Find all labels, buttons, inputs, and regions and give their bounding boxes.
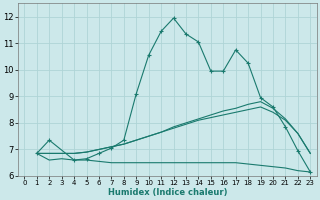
X-axis label: Humidex (Indice chaleur): Humidex (Indice chaleur) <box>108 188 227 197</box>
